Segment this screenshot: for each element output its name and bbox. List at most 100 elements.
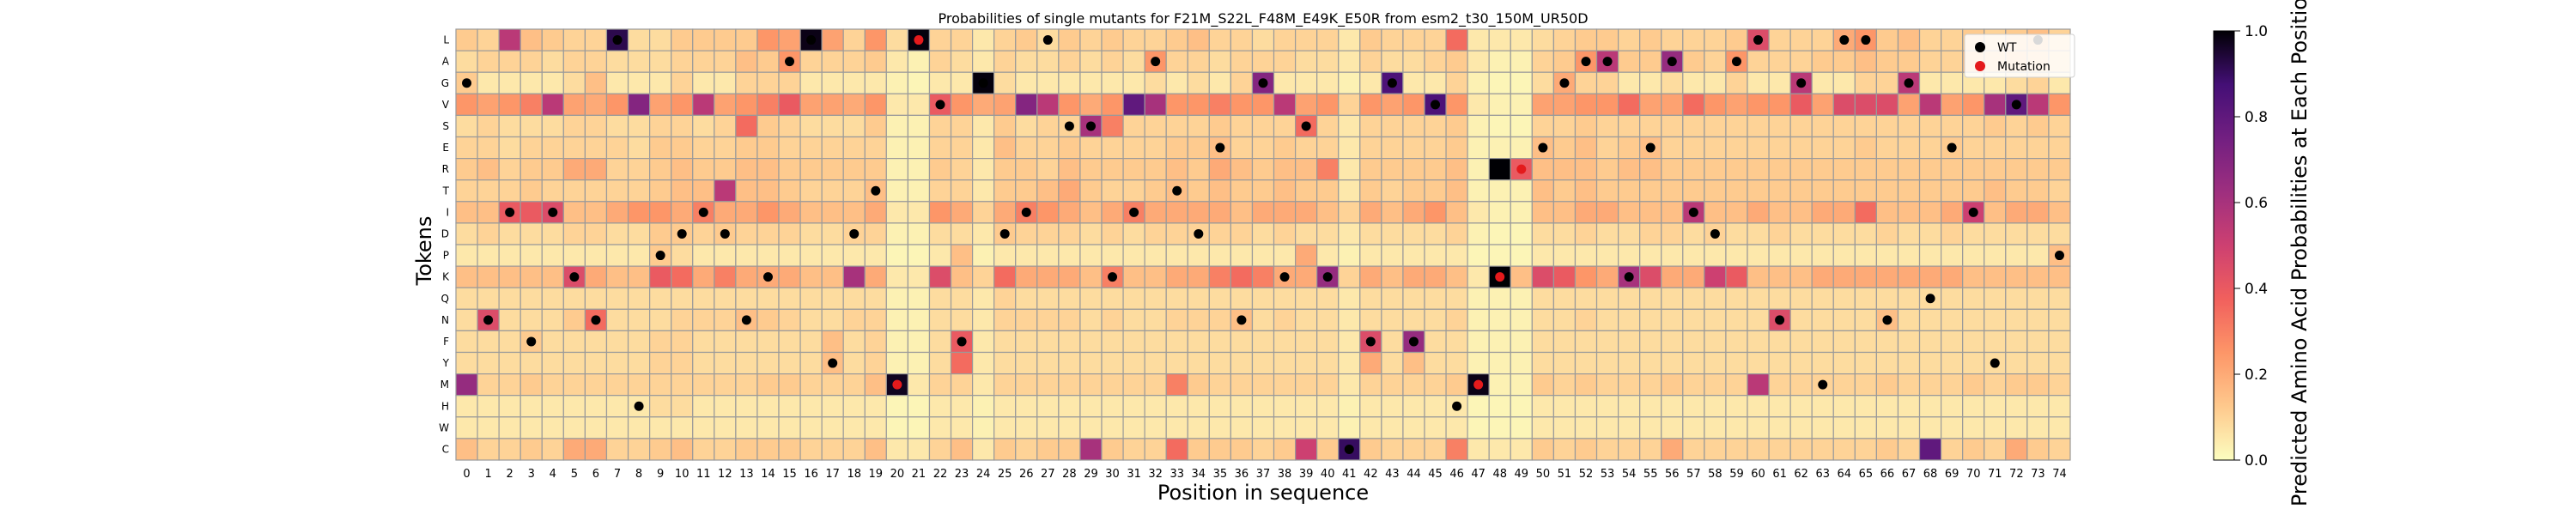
heatmap-cell	[455, 287, 478, 310]
heatmap-cell	[821, 438, 844, 461]
heatmap-cell	[735, 93, 758, 117]
heatmap-cell	[1402, 71, 1425, 94]
heatmap-cell	[821, 114, 844, 138]
heatmap-cell	[519, 179, 543, 203]
heatmap-cell	[1165, 71, 1188, 94]
heatmap-cell	[1962, 395, 1985, 418]
heatmap-cell	[1768, 351, 1791, 375]
wt-marker	[1602, 57, 1613, 67]
heatmap-cell	[1294, 330, 1318, 354]
heatmap-cell	[541, 179, 564, 203]
heatmap-cell	[455, 158, 478, 181]
heatmap-cell	[1208, 373, 1231, 397]
heatmap-cell	[671, 201, 694, 224]
wt-marker	[1775, 315, 1785, 325]
heatmap-cell	[714, 416, 737, 439]
heatmap-cell	[2026, 416, 2050, 439]
heatmap-cell	[455, 136, 478, 160]
heatmap-cell	[1338, 179, 1361, 203]
heatmap-cell	[1230, 93, 1254, 117]
heatmap-cell	[1552, 265, 1577, 288]
heatmap-cell	[648, 136, 672, 160]
heatmap-cell	[1747, 395, 1770, 418]
heatmap-cell	[1574, 244, 1598, 267]
heatmap-cell	[1144, 265, 1167, 288]
heatmap-cell	[498, 71, 521, 94]
heatmap-cell	[1445, 373, 1468, 397]
heatmap-cell	[928, 287, 952, 310]
heatmap-cell	[1941, 416, 1964, 439]
heatmap-cell	[1552, 438, 1577, 461]
heatmap-cell	[1962, 308, 1985, 331]
heatmap-cell	[1984, 373, 2007, 397]
colorbar-tick-label: 0.6	[2245, 195, 2268, 212]
heatmap-cell	[455, 438, 478, 461]
wt-marker	[677, 228, 687, 239]
heatmap-cell	[1897, 222, 1921, 245]
heatmap-cell	[1359, 416, 1382, 439]
heatmap-cell	[648, 265, 672, 288]
heatmap-cell	[498, 93, 521, 117]
colorbar-gradient	[2213, 30, 2235, 461]
heatmap-cell	[1208, 265, 1231, 288]
heatmap-cell	[671, 28, 694, 52]
heatmap-cell	[993, 71, 1017, 94]
heatmap-cell	[1467, 50, 1490, 73]
heatmap-cell	[2048, 373, 2071, 397]
heatmap-cell	[1122, 28, 1145, 52]
heatmap-cell	[821, 395, 844, 418]
y-tick-label: D	[441, 227, 449, 239]
heatmap-cell	[1488, 158, 1511, 181]
heatmap-cell	[1832, 395, 1856, 418]
x-tick-label: 4	[550, 468, 556, 481]
legend-mutation-marker	[1975, 61, 1985, 71]
heatmap-cell	[1251, 50, 1275, 73]
heatmap-cell	[627, 244, 651, 267]
heatmap-cell	[455, 416, 478, 439]
heatmap-cell	[1617, 244, 1641, 267]
heatmap-cell	[627, 308, 651, 331]
heatmap-cell	[519, 351, 543, 375]
heatmap-cell	[993, 179, 1017, 203]
x-tick-label: 32	[1148, 468, 1163, 481]
heatmap-cell	[1101, 351, 1124, 375]
heatmap-cell	[778, 71, 801, 94]
heatmap-cell	[971, 158, 995, 181]
heatmap-cell	[455, 395, 478, 418]
heatmap-cell	[1941, 201, 1964, 224]
heatmap-cell	[1854, 373, 1878, 397]
heatmap-cell	[1595, 201, 1619, 224]
heatmap-cell	[1079, 330, 1103, 354]
heatmap-cell	[1832, 201, 1856, 224]
heatmap-cell	[627, 265, 651, 288]
heatmap-cell	[1962, 136, 1985, 160]
heatmap-cell	[1015, 373, 1038, 397]
heatmap-cell	[1079, 244, 1103, 267]
heatmap-cell	[1101, 50, 1124, 73]
heatmap-cell	[1875, 158, 1899, 181]
heatmap-cell	[648, 179, 672, 203]
heatmap-cell	[541, 287, 564, 310]
heatmap-cell	[1875, 351, 1899, 375]
heatmap-cell	[993, 136, 1017, 160]
heatmap-cell	[1445, 201, 1468, 224]
heatmap-cell	[1747, 265, 1770, 288]
heatmap-cell	[455, 50, 478, 73]
heatmap-cell	[1058, 244, 1081, 267]
heatmap-cell	[950, 244, 974, 267]
heatmap-cell	[1574, 136, 1598, 160]
heatmap-cell	[1424, 373, 1447, 397]
heatmap-cell	[1574, 222, 1598, 245]
heatmap-cell	[1682, 438, 1705, 461]
heatmap-cell	[1918, 265, 1942, 288]
heatmap-cell	[928, 373, 952, 397]
heatmap-cell	[1402, 222, 1425, 245]
heatmap-cell	[1273, 287, 1297, 310]
heatmap-cell	[1079, 179, 1103, 203]
heatmap-cell	[756, 50, 780, 73]
heatmap-cell	[1294, 351, 1318, 375]
wt-marker	[1818, 379, 1828, 390]
wt-marker	[1624, 272, 1634, 282]
heatmap-cell	[627, 179, 651, 203]
heatmap-cell	[993, 330, 1017, 354]
